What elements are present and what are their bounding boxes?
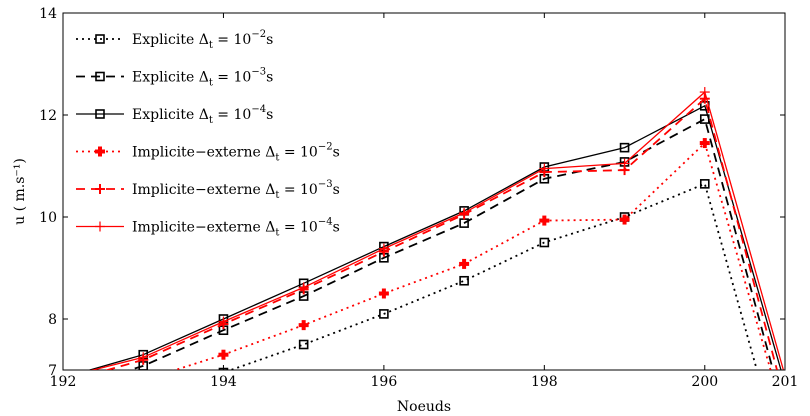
data-point xyxy=(539,163,550,174)
data-point xyxy=(298,320,309,331)
x-tick-label: 198 xyxy=(531,374,558,390)
series-line xyxy=(228,182,758,370)
legend-label: Explicite Δt = 10−3s xyxy=(132,67,273,89)
tick-layer: 192 194 196 198 200 201 7 8 10 12 14 xyxy=(39,6,798,390)
data-point xyxy=(298,282,309,293)
series-line xyxy=(126,117,774,370)
legend-label: Implicite−externe Δt = 10−3s xyxy=(132,179,340,201)
data-point xyxy=(95,34,105,44)
legend-item: Explicite Δt = 10−4s xyxy=(76,104,273,126)
y-tick-label: 7 xyxy=(48,363,57,379)
data-point xyxy=(95,71,105,82)
data-point xyxy=(699,87,710,98)
y-tick-label: 12 xyxy=(39,108,57,124)
legend-item: Implicite−externe Δt = 10−2s xyxy=(76,142,340,164)
data-point xyxy=(59,407,67,415)
data-point xyxy=(139,381,147,389)
series-line xyxy=(104,97,778,370)
data-point xyxy=(379,309,389,319)
legend-item: Explicite Δt = 10−3s xyxy=(76,67,273,89)
data-point xyxy=(459,275,469,286)
legend-label: Implicite−externe Δt = 10−2s xyxy=(132,142,340,164)
data-point xyxy=(58,401,68,411)
data-point xyxy=(298,339,309,350)
series-line xyxy=(172,141,772,370)
x-axis-label: Noeuds xyxy=(397,399,451,415)
x-tick-label: 196 xyxy=(371,374,398,390)
legend: Explicite Δt = 10−2s Explicite Δt = 10−3s… xyxy=(76,29,340,239)
x-tick-label: 192 xyxy=(50,374,77,390)
data-point xyxy=(539,237,550,248)
data-point xyxy=(699,138,710,149)
series-line xyxy=(87,104,782,370)
data-point xyxy=(619,214,630,225)
data-point xyxy=(95,146,105,157)
data-point xyxy=(95,109,105,119)
legend-label: Explicite Δt = 10−2s xyxy=(132,29,273,51)
y-tick-label: 14 xyxy=(39,6,57,22)
legend-item: Implicite−externe Δt = 10−3s xyxy=(76,179,340,201)
legend-item: Explicite Δt = 10−2s xyxy=(76,29,273,51)
series-1 xyxy=(59,179,758,415)
data-point xyxy=(138,375,148,385)
data-point xyxy=(218,316,229,327)
data-point xyxy=(138,352,149,363)
series-6 xyxy=(90,87,785,370)
plot-area xyxy=(62,12,786,371)
data-point xyxy=(378,243,389,254)
y-axis-label: u ( m.s⁻¹) xyxy=(12,158,28,225)
legend-item: Implicite−externe Δt = 10−4s xyxy=(76,217,340,239)
data-point xyxy=(619,142,630,153)
data-point xyxy=(459,207,470,218)
y-tick-label: 8 xyxy=(48,312,57,328)
data-point xyxy=(699,179,710,189)
x-tick-label: 194 xyxy=(210,374,237,390)
series-layer xyxy=(58,87,785,415)
data-point xyxy=(459,258,470,269)
x-tick-label: 200 xyxy=(691,374,718,390)
data-point xyxy=(95,221,105,232)
legend-label: Explicite Δt = 10−4s xyxy=(132,104,273,126)
data-point xyxy=(378,288,389,299)
y-tick-label: 10 xyxy=(39,210,57,226)
series-line xyxy=(90,90,785,370)
legend-label: Implicite−externe Δt = 10−4s xyxy=(132,217,340,239)
data-point xyxy=(95,184,105,194)
series-4 xyxy=(58,138,772,411)
x-tick-label: 201 xyxy=(772,374,799,390)
data-point xyxy=(539,215,550,226)
data-point xyxy=(218,349,229,360)
data-point xyxy=(619,158,630,169)
